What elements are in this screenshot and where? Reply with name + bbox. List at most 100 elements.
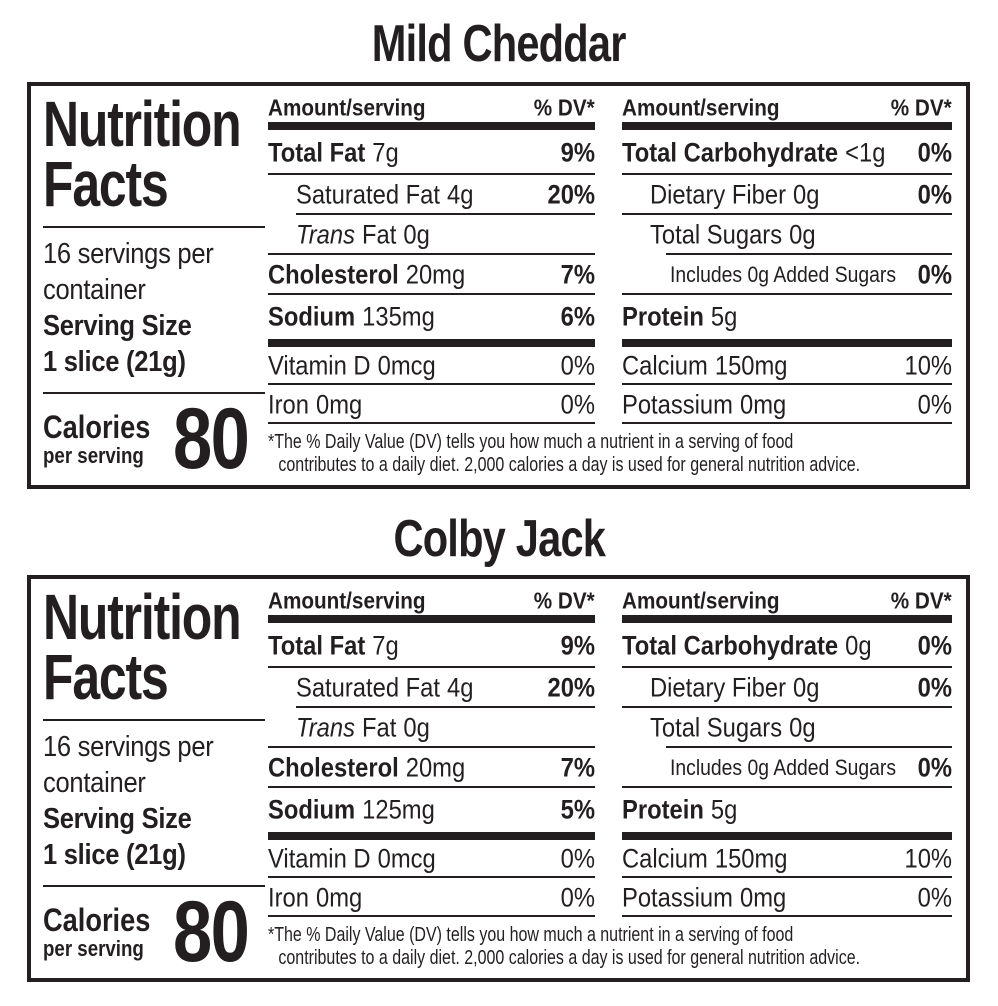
nutrient-column-right: Amount/serving % DV* Total Carbohydrate <… [622, 86, 952, 424]
dv-value: 0% [917, 882, 952, 912]
nutrient-name: Total Carbohydrate [622, 630, 839, 660]
row-total-sugars: Total Sugars 0g [622, 215, 952, 255]
column-header: Amount/serving % DV* [622, 94, 952, 122]
row-protein: Protein 5g [622, 788, 952, 832]
dv-value: 6% [560, 301, 595, 332]
row-vitamin-d: Vitamin D 0mcg 0% [268, 840, 595, 878]
calories-labels: Calories per serving [43, 410, 150, 468]
panel-divider [43, 885, 265, 887]
nutrition-facts-panel: Nutrition Facts 16 servings per containe… [31, 86, 268, 485]
nutrient-name: Dietary Fiber [650, 672, 787, 703]
row-sodium: Sodium 125mg 5% [268, 788, 595, 832]
calories-labels: Calories per serving [43, 903, 150, 961]
dv-value: 20% [547, 179, 595, 210]
row-potassium: Potassium 0mg 0% [622, 385, 952, 424]
row-sodium: Sodium 135mg 6% [268, 295, 595, 339]
nutrient-name: Protein [622, 794, 704, 825]
percent-dv-header: % DV* [534, 587, 595, 614]
servings-per-container-line1: 16 servings per [43, 238, 214, 270]
nutrient-amount: 0mg [315, 882, 363, 912]
panel-divider [43, 226, 265, 228]
dv-value: 10% [904, 350, 952, 381]
nutrient-name: Potassium [622, 882, 733, 912]
dv-value: 0% [917, 389, 952, 419]
nutrient-amount: 0g [789, 712, 816, 743]
dv-value: 0% [917, 179, 952, 210]
calories-row: Calories per serving 80 [43, 396, 268, 482]
nutrient-name: Includes 0g Added Sugars [670, 755, 897, 780]
nutrient-column-right: Amount/serving % DV* Total Carbohydrate 0… [622, 579, 952, 917]
nutrient-amount: 5g [710, 301, 738, 332]
dv-value: 20% [547, 672, 595, 703]
panel-divider [43, 392, 265, 394]
nutrient-amount: 5g [710, 794, 738, 825]
row-saturated-fat: Saturated Fat 4g 20% [268, 175, 595, 215]
nutrient-name: Total Carbohydrate [622, 137, 839, 167]
dv-value: 0% [917, 137, 952, 167]
nutrient-name: Dietary Fiber [650, 179, 787, 210]
nutrient-amount: 0mcg [377, 350, 436, 381]
calories-row: Calories per serving 80 [43, 884, 268, 980]
nutrient-amount: 0g [793, 179, 820, 210]
dv-value: 0% [560, 843, 595, 874]
row-calcium: Calcium 150mg 10% [622, 347, 952, 385]
footnote-line-1: *The % Daily Value (DV) tells you how mu… [268, 431, 794, 453]
nutrient-name: Sodium [268, 301, 356, 332]
nutrient-amount: 4g [447, 179, 474, 210]
row-total-fat: Total Fat 7g 9% [268, 623, 595, 668]
wordmark-line-1: Nutrition [43, 581, 242, 653]
row-total-fat: Total Fat 7g 9% [268, 130, 595, 175]
nutrient-name: Sodium [268, 794, 356, 825]
column-header: Amount/serving % DV* [622, 587, 952, 615]
dv-value: 0% [917, 259, 952, 290]
servings-per-container-line1: 16 servings per [43, 731, 214, 763]
serving-size-label: Serving Size [43, 803, 192, 835]
column-header: Amount/serving % DV* [268, 94, 595, 122]
serving-size-label: Serving Size [43, 310, 192, 342]
nutrient-name: Total Sugars [650, 712, 783, 743]
nutrient-amount: 135mg [362, 301, 435, 332]
nutrient-name: Calcium [622, 843, 708, 874]
dv-value: 7% [560, 259, 595, 290]
row-vitamin-d: Vitamin D 0mcg 0% [268, 347, 595, 385]
dv-value: 9% [560, 137, 595, 167]
calories-label: Calories [43, 409, 151, 445]
nutrient-amount: 7g [372, 630, 399, 660]
nutrient-name: Total Fat [268, 630, 366, 660]
nutrient-name: Calcium [622, 350, 708, 381]
dv-value: 0% [560, 350, 595, 381]
row-iron: Iron 0mg 0% [268, 878, 595, 917]
nutrient-name: Protein [622, 301, 704, 332]
dv-value: 0% [917, 630, 952, 660]
amount-serving-header: Amount/serving [622, 94, 780, 121]
nutrient-name: Iron [268, 389, 309, 419]
row-total-carbohydrate: Total Carbohydrate 0g 0% [622, 623, 952, 668]
dv-value: 10% [904, 843, 952, 874]
row-added-sugars: Includes 0g Added Sugars 0% [622, 255, 952, 295]
label-1-title: Mild Cheddar [372, 15, 627, 73]
nutrition-facts-wordmark: Nutrition Facts [43, 92, 242, 216]
nutrient-name: Saturated Fat [296, 179, 440, 210]
dv-value: 9% [560, 630, 595, 660]
nutrition-label-2: Nutrition Facts 16 servings per containe… [27, 575, 970, 982]
row-total-carbohydrate: Total Carbohydrate <1g 0% [622, 130, 952, 175]
nutrient-name-italic: Trans [296, 219, 355, 250]
label-1-title-wrap: Mild Cheddar [0, 0, 998, 82]
nutrient-amount: 4g [447, 672, 474, 703]
nutrition-facts-wordmark: Nutrition Facts [43, 581, 242, 709]
nutrient-amount: 20mg [405, 259, 466, 290]
nutrition-label-1: Nutrition Facts 16 servings per containe… [27, 82, 970, 489]
nutrient-name: Cholesterol [268, 259, 399, 290]
row-cholesterol: Cholesterol 20mg 7% [268, 255, 595, 295]
thick-rule [268, 832, 595, 840]
label-2-title: Colby Jack [393, 510, 605, 568]
nutrient-column-left: Amount/serving % DV* Total Fat 7g 9% Satu… [268, 86, 595, 424]
nutrient-amount: 0mcg [377, 843, 436, 874]
nutrient-name: Cholesterol [268, 752, 399, 783]
calories-value: 80 [173, 884, 250, 980]
calories-sublabel: per serving [43, 936, 144, 961]
serving-size-value: 1 slice (21g) [43, 839, 186, 871]
thick-rule [622, 339, 952, 347]
nutrient-amount: 0mg [739, 389, 787, 419]
row-iron: Iron 0mg 0% [268, 385, 595, 424]
